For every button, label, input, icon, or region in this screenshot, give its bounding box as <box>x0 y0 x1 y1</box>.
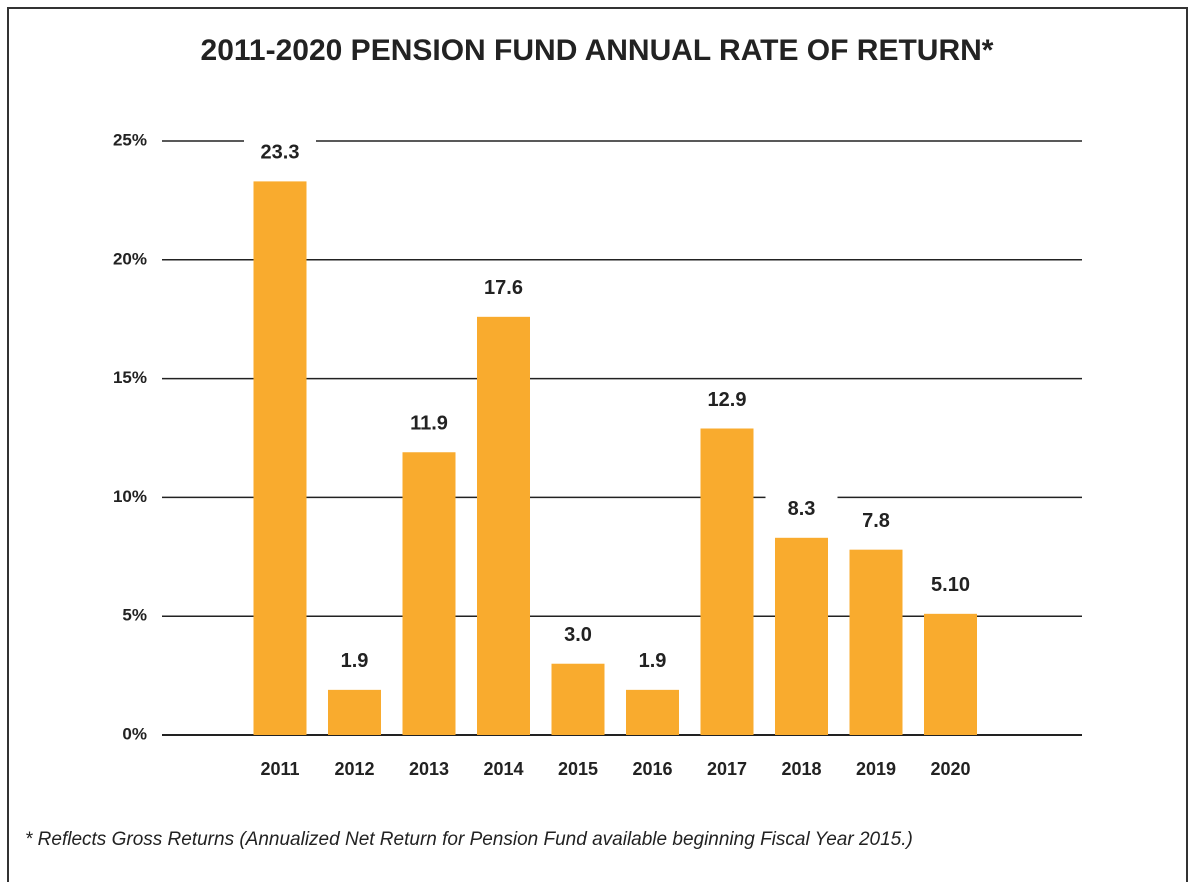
label-bg <box>616 645 689 678</box>
x-tick-label: 2011 <box>260 759 299 779</box>
label-bg <box>318 645 391 678</box>
x-tick-label: 2017 <box>707 759 747 779</box>
value-label: 7.8 <box>862 510 890 532</box>
chart-title: 2011-2020 PENSION FUND ANNUAL RATE OF RE… <box>201 34 994 67</box>
bar <box>328 689 381 735</box>
x-tick-label: 2019 <box>856 759 896 779</box>
bar <box>924 613 977 735</box>
y-tick-label: 0% <box>122 724 147 743</box>
bar <box>775 537 828 735</box>
y-tick-label: 15% <box>113 368 147 387</box>
value-label: 17.6 <box>484 277 523 299</box>
footnote: * Reflects Gross Returns (Annualized Net… <box>25 829 913 850</box>
value-label: 3.0 <box>564 624 592 646</box>
value-label: 1.9 <box>341 650 369 672</box>
label-bg <box>393 408 465 441</box>
x-tick-label: 2012 <box>334 759 374 779</box>
x-tick-label: 2018 <box>781 759 821 779</box>
value-label: 5.10 <box>931 574 970 596</box>
frame <box>7 7 1188 882</box>
x-tick-label: 2013 <box>409 759 449 779</box>
value-label: 12.9 <box>708 389 747 411</box>
y-tick-label: 25% <box>113 130 147 149</box>
x-tick-label: 2015 <box>558 759 598 779</box>
bar <box>849 549 903 735</box>
x-tick-label: 2020 <box>930 759 970 779</box>
label-bg <box>914 569 987 602</box>
bar <box>253 181 307 736</box>
label-bg <box>244 137 316 170</box>
label-bg <box>691 384 763 417</box>
label-bg <box>467 272 540 305</box>
bar <box>551 663 605 735</box>
y-tick-label: 20% <box>113 249 147 268</box>
bar <box>402 452 456 735</box>
label-bg <box>840 505 912 538</box>
value-label: 1.9 <box>639 650 667 672</box>
x-tick-label: 2016 <box>632 759 672 779</box>
value-label: 8.3 <box>788 498 816 520</box>
bar <box>477 316 530 735</box>
value-label: 23.3 <box>261 142 300 164</box>
x-tick-label: 2014 <box>483 759 523 779</box>
value-label: 11.9 <box>410 413 448 435</box>
y-tick-label: 10% <box>113 487 147 506</box>
bar <box>700 428 754 735</box>
label-bg <box>542 619 614 652</box>
bar <box>626 689 679 735</box>
label-bg <box>765 493 838 526</box>
y-tick-label: 5% <box>122 606 147 625</box>
